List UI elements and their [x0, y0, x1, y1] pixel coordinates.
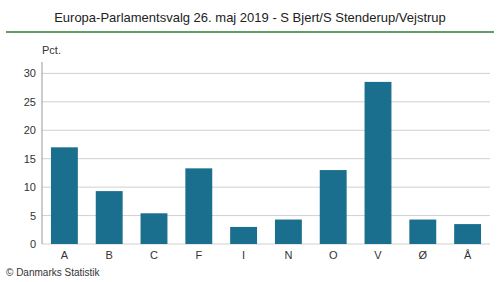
bar [365, 82, 392, 244]
x-tick-label: C [150, 249, 158, 261]
y-tick-label: 20 [24, 124, 36, 136]
x-tick-label: B [106, 249, 113, 261]
grid-line [42, 73, 490, 74]
grid-line [42, 187, 490, 188]
grid-line [42, 130, 490, 131]
x-tick-label: Ø [419, 249, 428, 261]
bar [51, 147, 78, 244]
title: Europa-Parlamentsvalg 26. maj 2019 - S B… [54, 10, 446, 25]
y-tick-label: 30 [24, 67, 36, 79]
y-tick-label: 0 [30, 238, 36, 250]
x-tick-label: Å [464, 249, 472, 261]
y-tick-label: 10 [24, 181, 36, 193]
bar [320, 170, 347, 244]
y-tick-label: 25 [24, 96, 36, 108]
y-axis-label: Pct. [42, 44, 61, 56]
grid [42, 73, 490, 244]
bar [275, 220, 302, 244]
y-axis-line [42, 62, 43, 244]
grid-line [42, 101, 490, 102]
bar [141, 213, 168, 244]
bar [454, 224, 481, 244]
x-tick-label: N [284, 249, 292, 261]
x-tick-label: V [374, 249, 382, 261]
y-tick-label: 15 [24, 153, 36, 165]
footer: © Danmarks Statistik [6, 267, 101, 278]
bar [185, 168, 212, 244]
bar [409, 220, 436, 244]
x-tick-label: I [242, 249, 245, 261]
bar [96, 191, 123, 244]
bar [230, 227, 257, 244]
x-tick-label: F [195, 249, 202, 261]
y-tick-label: 5 [30, 210, 36, 222]
x-tick-label: O [329, 249, 338, 261]
grid-line [42, 158, 490, 159]
chart: Europa-Parlamentsvalg 26. maj 2019 - S B… [0, 0, 500, 282]
bars [51, 82, 481, 244]
title-rule [6, 31, 494, 33]
x-tick-label: A [61, 249, 69, 261]
